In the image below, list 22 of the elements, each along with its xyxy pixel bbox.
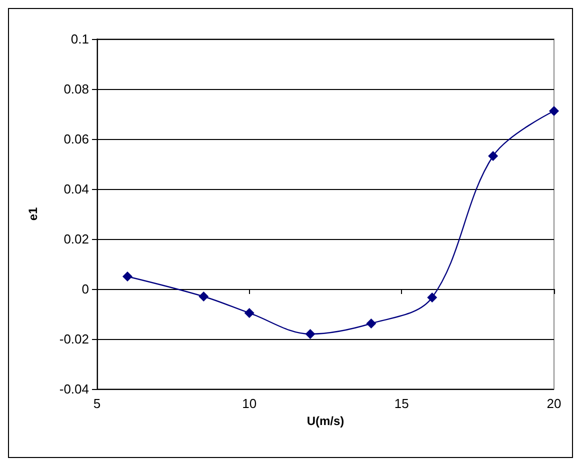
y-tick-label: 0.06 bbox=[64, 132, 89, 146]
y-tick-label: 0.1 bbox=[70, 32, 89, 46]
point bbox=[244, 308, 254, 318]
point bbox=[305, 329, 316, 339]
x-tick-label: 10 bbox=[242, 396, 257, 411]
point bbox=[488, 151, 498, 161]
y-tick-label: 0 bbox=[82, 282, 89, 296]
x-tick-label: 15 bbox=[394, 396, 409, 411]
point bbox=[549, 106, 559, 116]
y-tick-label: 0.02 bbox=[64, 232, 89, 246]
y-tick-label: 0.04 bbox=[64, 182, 89, 196]
x-tick-label: 20 bbox=[546, 396, 562, 411]
y-axis-title: e1 bbox=[26, 207, 40, 221]
point bbox=[122, 272, 132, 282]
y-tick-label: -0.02 bbox=[59, 332, 89, 346]
y-tick-label: -0.04 bbox=[59, 382, 89, 396]
point bbox=[427, 292, 438, 302]
point bbox=[198, 292, 209, 302]
point bbox=[366, 318, 376, 328]
x-axis-title: U(m/s) bbox=[306, 414, 344, 428]
y-tick-label: 0.08 bbox=[64, 82, 89, 96]
x-tick-label: 5 bbox=[93, 396, 101, 411]
